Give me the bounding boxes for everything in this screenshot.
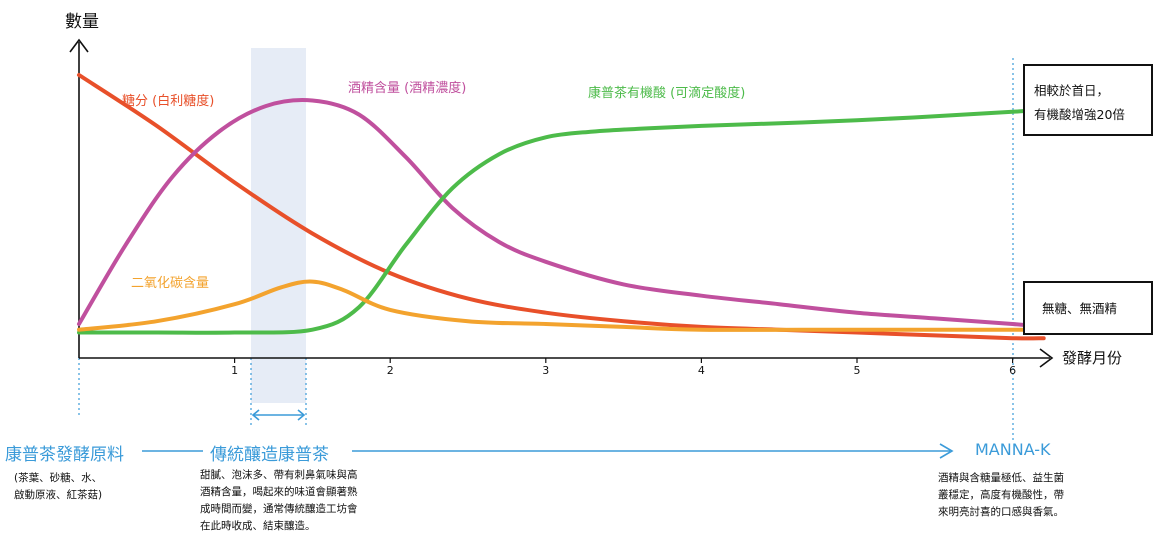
x-axis-arrow [1039,348,1054,368]
window-bracket-left-arrow [251,409,260,421]
series-label-acid: 康普茶有機酸 (可滴定酸度) [588,85,745,101]
timeline-start-label: 康普茶發酵原料 [5,445,124,465]
y-axis-label: 數量 [65,12,99,32]
x-tick-label: 6 [1009,364,1016,377]
series-label-alcohol: 酒精含量 (酒精濃度) [348,80,466,96]
series-line-co2 [77,279,1046,332]
series-line-acid [77,107,1046,335]
y-axis-arrow [69,38,89,53]
callout-top-line1: 相較於首日， [1034,83,1109,98]
timeline-arrowhead [939,443,954,459]
x-tick-label: 2 [387,364,394,377]
callout-top-box [1023,64,1153,136]
series-layer [77,73,1046,341]
timeline-end-label: MANNA-K [975,440,1051,459]
x-tick-label: 4 [698,364,705,377]
x-tick-label: 5 [854,364,861,377]
x-ticks: 1 2 3 4 5 6 [231,358,1016,377]
middle-description: 甜膩、泡沫多、帶有刺鼻氣味與高 酒精含量，喝起來的味道會顯著熟 成時間而變，通常… [200,469,358,532]
x-tick-label: 1 [231,364,238,377]
series-label-co2: 二氧化碳含量 [131,275,209,291]
callout-top-line2: 有機酸增強20倍 [1034,107,1125,122]
series-line-alcohol [77,98,1046,329]
end-description: 酒精與含糖量極低、益生菌 叢穩定，高度有機酸性，帶 來明亮討喜的口感與香氣。 [938,472,1064,518]
callout-bottom-text: 無糖、無酒精 [1042,301,1117,316]
series-line-sugar [77,73,1046,341]
start-ingredients-note: (茶葉、砂糖、水、 啟動原液、紅茶菇) [14,472,103,501]
callout-bottom-box [1023,281,1153,335]
window-bracket-right-arrow [297,409,306,421]
timeline-middle-label: 傳統釀造康普茶 [210,445,329,465]
series-label-sugar: 糖分 (白利糖度) [122,93,214,109]
x-axis-label: 發酵月份 [1062,349,1122,367]
x-tick-label: 3 [542,364,549,377]
